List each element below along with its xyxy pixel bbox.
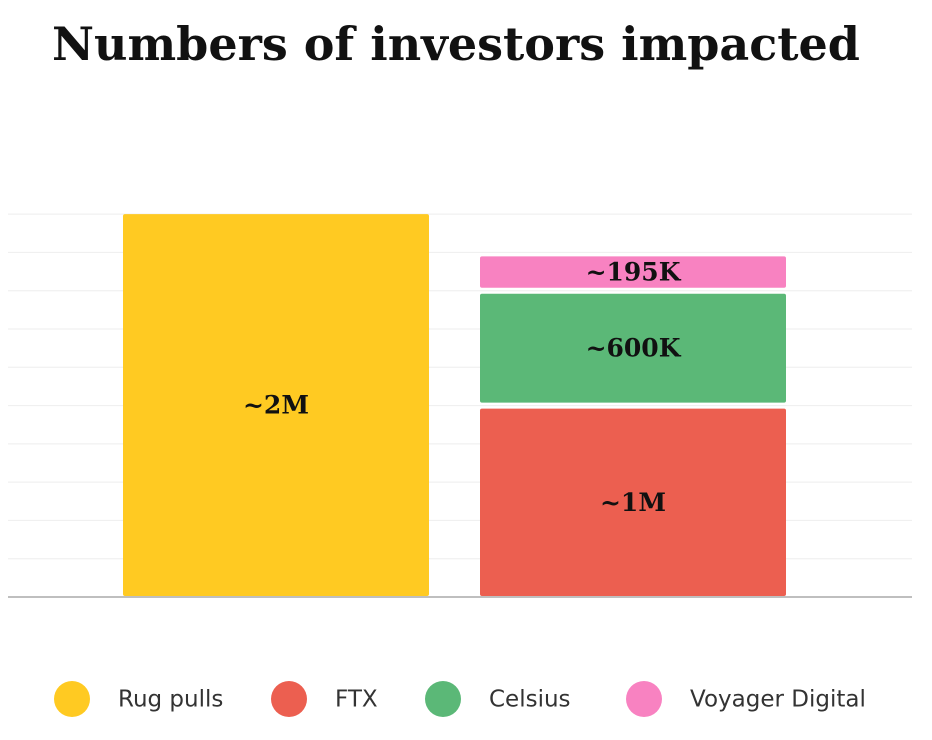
value-label: ~195K bbox=[586, 258, 682, 287]
bar-segment bbox=[480, 256, 786, 288]
legend-label: Voyager Digital bbox=[690, 687, 866, 713]
bar-segment bbox=[480, 293, 786, 403]
legend-label: Rug pulls bbox=[118, 687, 223, 713]
legend-swatch bbox=[626, 681, 662, 717]
chart-title: Numbers of investors impacted bbox=[52, 17, 860, 71]
legend-label: Celsius bbox=[489, 687, 571, 713]
bar-segment bbox=[123, 214, 429, 596]
legend-swatch bbox=[425, 681, 461, 717]
value-label: ~600K bbox=[586, 334, 682, 363]
legend-label: FTX bbox=[335, 687, 378, 713]
value-label: ~2M bbox=[243, 391, 309, 420]
value-label: ~1M bbox=[600, 488, 666, 517]
bar-segment bbox=[480, 408, 786, 596]
legend-swatch bbox=[271, 681, 307, 717]
legend-swatch bbox=[54, 681, 90, 717]
